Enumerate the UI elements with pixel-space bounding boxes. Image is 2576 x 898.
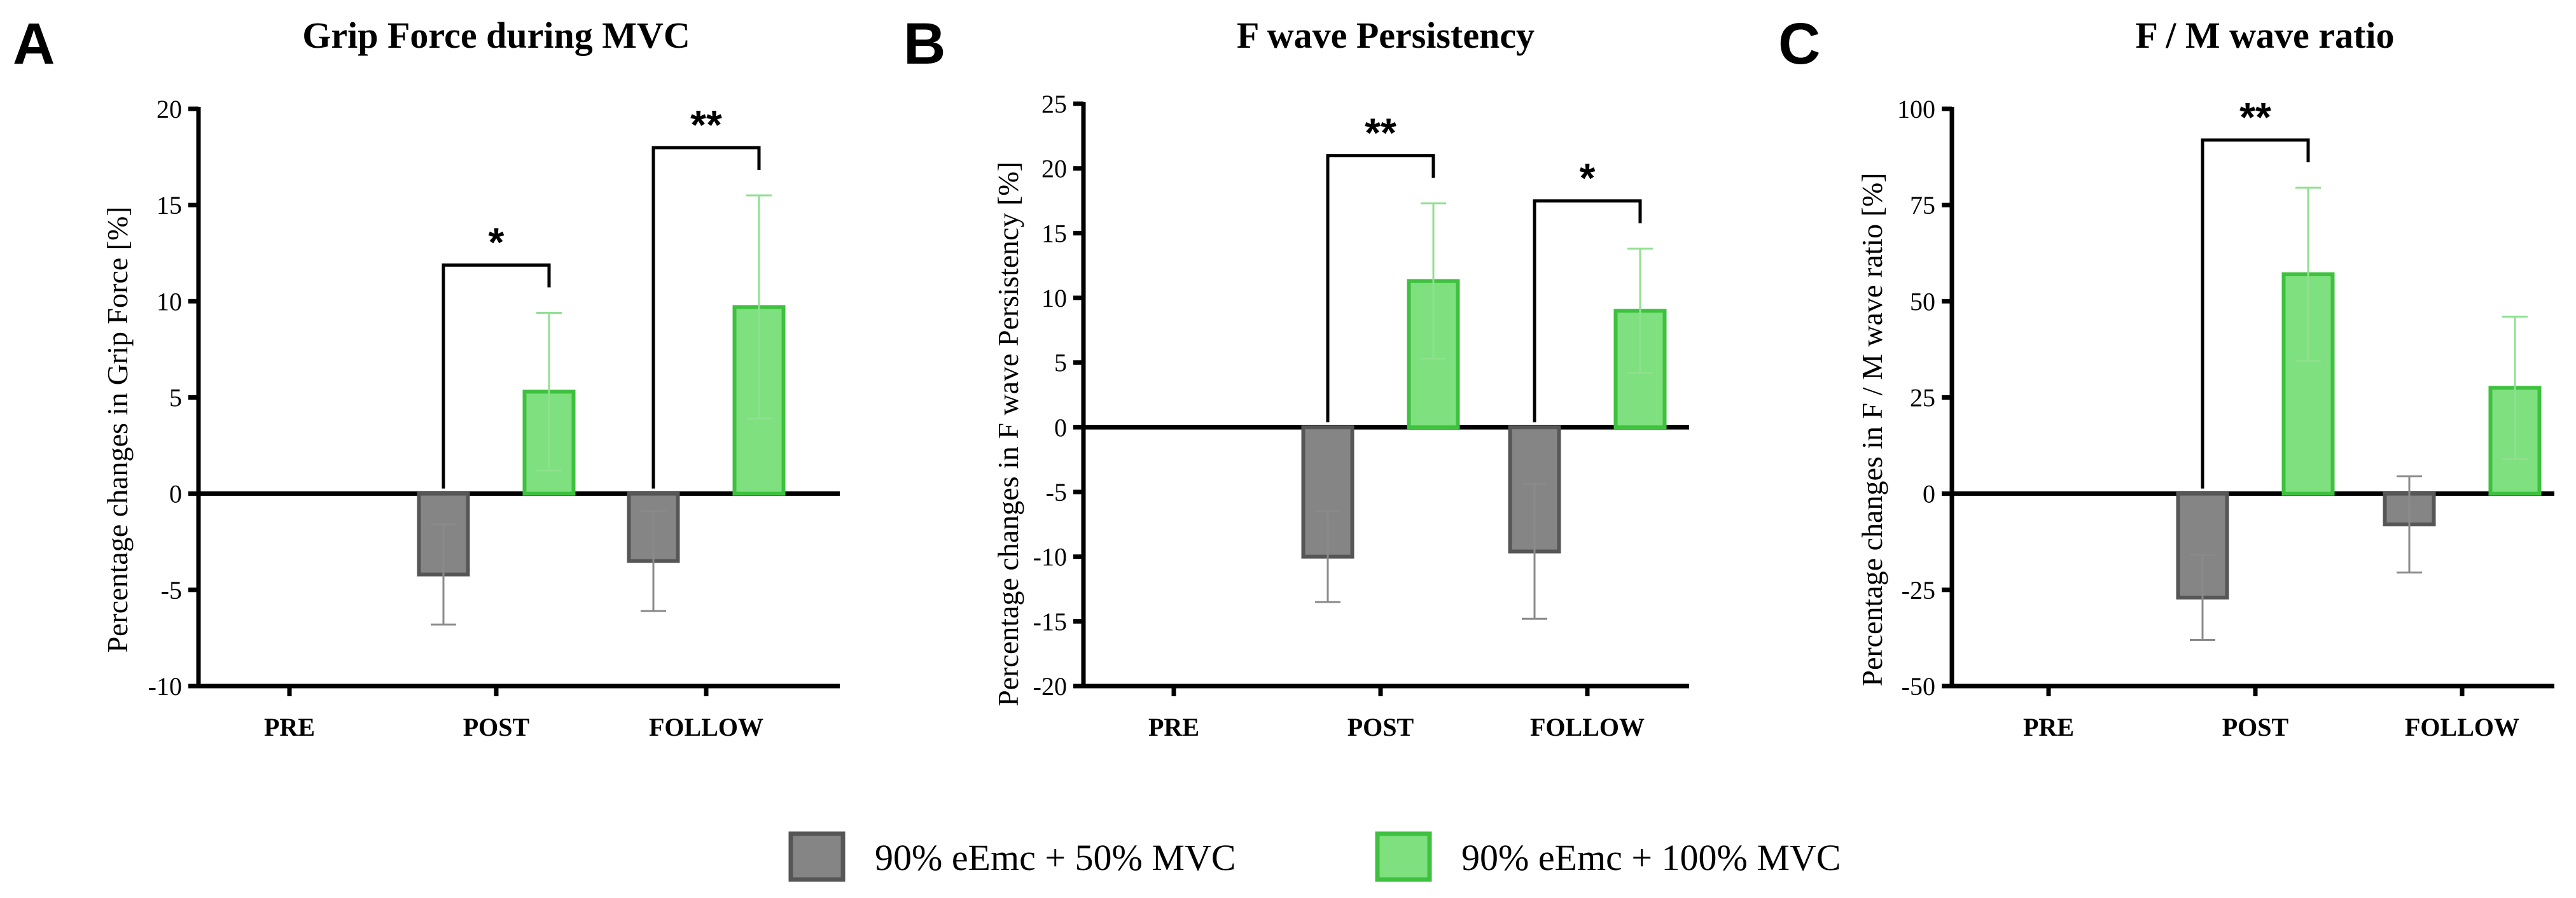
y-tick-label: 20 — [157, 95, 182, 123]
x-tick-label: FOLLOW — [649, 713, 763, 741]
panel-b: B F wave Persistency Percentage changes … — [903, 11, 1689, 741]
panel-title: F / M wave ratio — [2136, 15, 2395, 56]
y-tick-label: 10 — [1041, 284, 1067, 312]
panel-a: A Grip Force during MVC Percentage chang… — [13, 11, 840, 741]
panel-letter: A — [13, 11, 55, 76]
y-axis-label: Percentage changes in Grip Force [%] — [101, 206, 134, 652]
significance-label: ** — [1365, 110, 1396, 156]
y-tick-label: 15 — [157, 191, 182, 220]
y-tick-label: 5 — [169, 384, 182, 412]
y-tick-label: 100 — [1897, 95, 1935, 123]
x-tick-label: PRE — [264, 713, 315, 741]
y-tick-label: 50 — [1910, 287, 1935, 316]
panel-letter: C — [1778, 11, 1820, 76]
y-tick-label: -20 — [1033, 672, 1067, 701]
significance-bracket — [1326, 154, 1435, 423]
y-tick-label: 0 — [1923, 480, 1935, 509]
significance-label: ** — [690, 102, 722, 148]
y-tick-label: -10 — [1033, 543, 1067, 572]
y-tick-label: -10 — [148, 672, 182, 701]
legend-label-gray: 90% eEmc + 50% MVC — [875, 837, 1236, 878]
panel-title: F wave Persistency — [1237, 15, 1535, 56]
significance-bracket — [2201, 138, 2310, 489]
y-tick-label: -5 — [1046, 478, 1067, 507]
x-tick-label: POST — [463, 713, 530, 741]
bar-gray — [1301, 425, 1354, 559]
y-tick-label: 75 — [1910, 191, 1935, 220]
x-tick-label: PRE — [2023, 713, 2074, 741]
significance-label: * — [489, 219, 505, 265]
significance-label: ** — [2239, 94, 2271, 140]
significance-bracket — [442, 263, 551, 489]
y-tick-label: 15 — [1041, 219, 1067, 248]
panel-letter: B — [903, 11, 945, 76]
y-tick-label: 0 — [1054, 413, 1067, 442]
y-tick-label: -25 — [1902, 576, 1935, 605]
y-tick-label: 25 — [1041, 90, 1067, 118]
significance-bracket — [651, 146, 761, 489]
y-tick-label: -50 — [1902, 672, 1935, 701]
y-tick-label: -5 — [161, 576, 182, 605]
significance-bracket — [1533, 199, 1642, 423]
x-tick-label: POST — [1347, 713, 1414, 741]
x-tick-label: PRE — [1148, 713, 1199, 741]
x-tick-label: FOLLOW — [2405, 713, 2519, 741]
y-tick-label: 10 — [157, 287, 182, 316]
x-tick-label: FOLLOW — [1530, 713, 1645, 741]
y-tick-label: -15 — [1033, 607, 1067, 636]
y-tick-label: 20 — [1041, 155, 1067, 183]
y-axis-label: Percentage changes in F wave Persistency… — [992, 162, 1024, 706]
y-tick-label: 0 — [169, 480, 182, 509]
legend: 90% eEmc + 50% MVC 90% eEmc + 100% MVC — [788, 831, 1841, 882]
panel-title: Grip Force during MVC — [302, 15, 690, 56]
legend-swatch-green — [1375, 831, 1432, 882]
y-tick-label: 5 — [1054, 349, 1067, 377]
significance-label: * — [1580, 155, 1596, 201]
x-tick-label: POST — [2222, 713, 2289, 741]
panel-c: C F / M wave ratio Percentage changes in… — [1778, 11, 2554, 741]
legend-swatch-gray — [788, 831, 846, 882]
y-tick-label: 25 — [1910, 384, 1935, 412]
legend-label-green: 90% eEmc + 100% MVC — [1461, 837, 1841, 878]
y-axis-label: Percentage changes in F / M wave ratio [… — [1856, 172, 1888, 686]
